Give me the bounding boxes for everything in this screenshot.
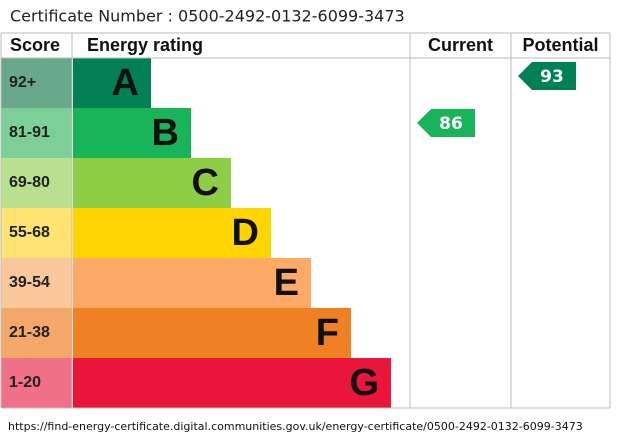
- column-header: Energy rating: [87, 35, 203, 55]
- score-cell: [1, 308, 72, 358]
- rating-bar: [73, 158, 231, 208]
- column-header: Score: [10, 35, 60, 55]
- score-cell: [1, 158, 72, 208]
- potential-arrow: [518, 62, 576, 90]
- current-value: 86: [439, 114, 463, 134]
- url: https://find-energy-certificate.digital.…: [8, 420, 583, 433]
- rating-bar: [73, 208, 271, 258]
- column-header: Current: [428, 35, 493, 55]
- score-cell: [1, 358, 72, 408]
- score-cell: [1, 208, 72, 258]
- current-arrow: [417, 109, 475, 137]
- rating-letter: C: [192, 162, 219, 204]
- score-range: 39-54: [9, 274, 50, 291]
- score-range: 1-20: [9, 374, 41, 391]
- score-range: 55-68: [9, 224, 50, 241]
- rating-bar: [73, 258, 311, 308]
- certificate-number: Certificate Number : 0500-2492-0132-6099…: [10, 7, 405, 26]
- score-cell: [1, 108, 72, 158]
- rating-bar: [73, 358, 391, 408]
- score-range: 81-91: [9, 124, 50, 141]
- potential-value: 93: [540, 67, 564, 87]
- column-header: Potential: [522, 35, 598, 55]
- rating-letter: B: [152, 112, 179, 154]
- score-range: 92+: [9, 74, 36, 91]
- score-range: 69-80: [9, 174, 50, 191]
- rating-letter: G: [349, 362, 379, 404]
- rating-bar: [73, 308, 351, 358]
- rating-letter: D: [232, 212, 259, 254]
- rating-letter: A: [112, 62, 139, 104]
- rating-letter: F: [316, 312, 339, 354]
- score-cell: [1, 58, 72, 108]
- rating-bar: [73, 58, 151, 108]
- rating-letter: E: [274, 262, 299, 304]
- score-range: 21-38: [9, 324, 50, 341]
- rating-bar: [73, 108, 191, 158]
- score-cell: [1, 258, 72, 308]
